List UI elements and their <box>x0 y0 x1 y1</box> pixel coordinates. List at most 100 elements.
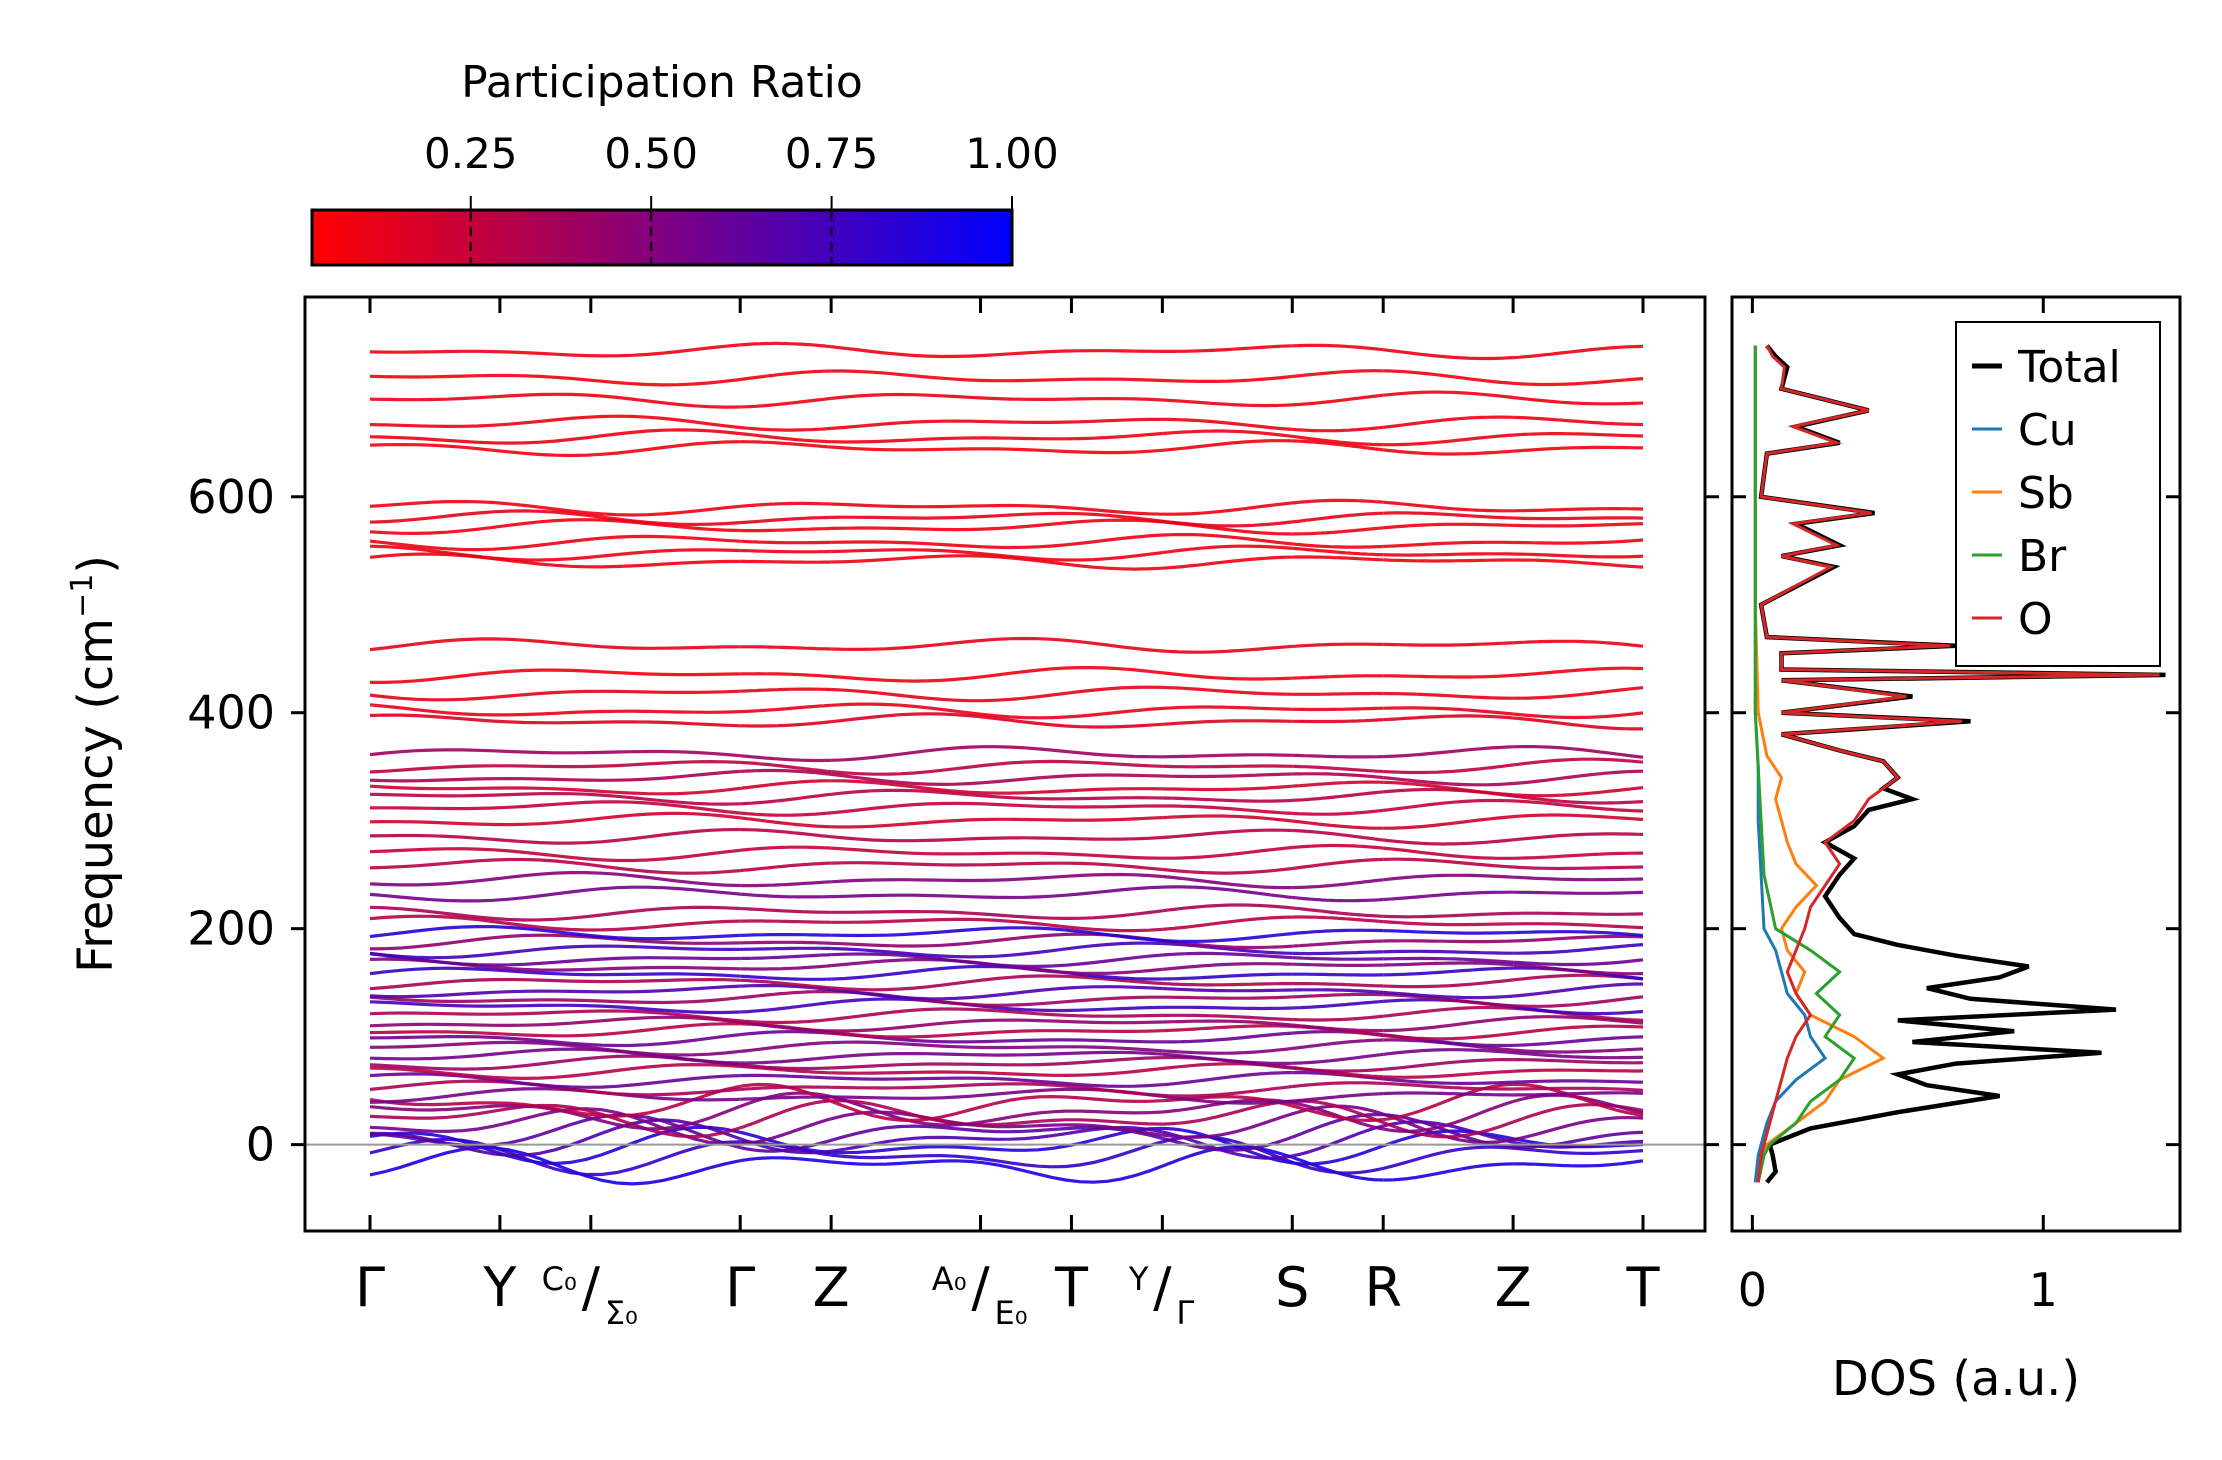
band-line <box>1512 711 1644 720</box>
band-line <box>740 792 832 806</box>
band-line <box>369 544 741 562</box>
band-line <box>740 768 832 776</box>
band-line <box>831 1040 1163 1053</box>
band-line <box>1292 828 1384 842</box>
band-line <box>369 373 741 387</box>
band-line <box>1512 1047 1644 1054</box>
dos-x-tick-label: 0 <box>1738 1263 1767 1317</box>
band-line <box>369 870 741 888</box>
band-line <box>740 687 832 693</box>
band-line <box>1292 928 1384 936</box>
band-line <box>740 1055 832 1065</box>
band-line <box>369 1009 741 1023</box>
band-line <box>1292 992 1384 999</box>
band-line <box>740 1085 832 1091</box>
band-line <box>1292 691 1384 696</box>
band-line <box>1162 439 1293 452</box>
band-line <box>369 924 741 941</box>
band-line <box>740 720 832 728</box>
band-line <box>1382 1145 1514 1170</box>
band-line <box>1513 958 1644 967</box>
band-line <box>369 1084 741 1118</box>
band-line <box>830 835 1163 843</box>
band-line <box>1162 429 1293 438</box>
band-line <box>1382 1099 1514 1133</box>
band-line <box>1292 369 1384 379</box>
band-line <box>740 515 832 525</box>
band-line <box>1512 794 1644 805</box>
band-line <box>369 343 741 358</box>
band-line <box>1383 558 1514 563</box>
band-line <box>1162 1005 1293 1011</box>
y-tick-label: 600 <box>187 470 275 524</box>
band-line <box>1383 776 1514 787</box>
band-line <box>1383 714 1514 722</box>
band-line <box>369 857 741 875</box>
k-point-sup: Y <box>1128 1260 1149 1298</box>
dos-lines <box>1753 344 2166 1184</box>
band-line <box>1513 799 1644 813</box>
k-point-label: Z <box>1495 1256 1532 1319</box>
k-point-sub: E₀ <box>995 1294 1028 1332</box>
band-line <box>740 906 832 914</box>
band-line <box>1383 961 1514 967</box>
band-line <box>831 1018 1163 1033</box>
band-line <box>830 1140 1163 1169</box>
band-line <box>1383 673 1514 679</box>
band-line <box>369 748 741 758</box>
band-line <box>1512 1015 1644 1025</box>
band-line <box>1513 1035 1644 1047</box>
band-line <box>1162 764 1293 769</box>
band-line <box>369 1047 741 1065</box>
band-line <box>740 880 832 888</box>
band-line <box>831 533 1163 550</box>
band-line <box>1383 911 1514 919</box>
k-point-label: Y <box>482 1256 517 1319</box>
band-line <box>369 1040 741 1057</box>
y-tick-label: 0 <box>246 1118 275 1172</box>
band-line <box>1292 950 1384 956</box>
band-line <box>369 933 741 951</box>
band-line <box>1383 552 1514 557</box>
band-line <box>1162 501 1293 516</box>
band-line <box>1512 963 1644 976</box>
band-line <box>369 1103 741 1139</box>
legend-label-o: O <box>2018 594 2053 645</box>
band-axis-ticks: 0 200 400 600 <box>187 297 1719 1231</box>
band-line <box>739 779 832 790</box>
band-line <box>369 1145 741 1186</box>
band-line <box>831 1082 1163 1097</box>
band-line <box>1292 706 1384 712</box>
band-line <box>1513 995 1644 1008</box>
band-line <box>1383 415 1514 429</box>
band-line <box>1512 666 1644 677</box>
dos-line-sb <box>1753 345 1887 1183</box>
band-line <box>1512 432 1644 438</box>
band-line <box>369 428 741 445</box>
band-line <box>1513 890 1644 895</box>
band-line <box>1513 686 1644 700</box>
band-line <box>1162 986 1293 993</box>
band-line <box>369 509 741 527</box>
band-line <box>1162 374 1293 383</box>
band-line <box>1512 445 1644 453</box>
band-line <box>369 1087 741 1104</box>
band-line <box>1383 706 1514 716</box>
band-line <box>370 668 741 685</box>
band-line <box>1292 511 1384 524</box>
band-line <box>1513 1079 1644 1084</box>
band-line <box>1383 763 1514 775</box>
band-line <box>369 392 741 409</box>
band-line <box>830 997 1163 1013</box>
band-lines <box>369 341 1644 1186</box>
band-line <box>1512 769 1644 786</box>
k-point-label: Z <box>813 1256 850 1319</box>
colorbar-title: Participation Ratio <box>461 57 863 108</box>
band-line <box>1162 814 1293 823</box>
band-line <box>1513 1068 1644 1073</box>
band-line <box>369 769 741 783</box>
band-line <box>369 905 741 922</box>
band-line <box>1292 972 1384 977</box>
band-line <box>1292 988 1384 994</box>
